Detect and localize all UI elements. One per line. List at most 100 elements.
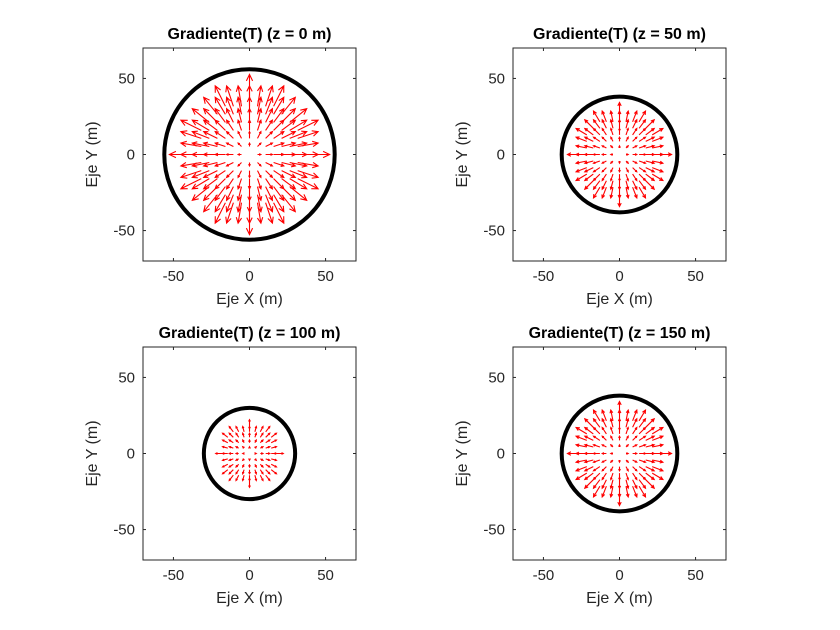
- gradient-arrow: [265, 142, 274, 147]
- gradient-arrow: [651, 426, 664, 435]
- gradient-arrow: [610, 435, 614, 441]
- x-tick-label: 50: [317, 268, 334, 285]
- gradient-arrow: [235, 469, 240, 475]
- gradient-arrow: [638, 186, 647, 199]
- gradient-arrow: [260, 458, 265, 461]
- gradient-arrow: [202, 119, 218, 131]
- gradient-arrow: [609, 486, 614, 499]
- gradient-arrow: [574, 144, 587, 149]
- gradient-arrow: [273, 194, 285, 213]
- gradient-arrow: [609, 417, 614, 428]
- gradient-arrow: [601, 426, 607, 435]
- gradient-arrow: [625, 459, 630, 464]
- gradient-arrow: [652, 443, 665, 448]
- gradient-arrow: [638, 110, 647, 123]
- gradient-arrow: [617, 180, 622, 191]
- gradient-arrow: [273, 142, 285, 148]
- gradient-arrow: [297, 170, 320, 179]
- gradient-arrow: [273, 96, 285, 115]
- x-tick-label: 0: [245, 268, 253, 285]
- gradient-arrow: [609, 153, 613, 156]
- gradient-arrow: [592, 459, 601, 463]
- gradient-arrow: [225, 170, 234, 179]
- gradient-arrow: [202, 178, 218, 190]
- gradient-arrow: [281, 131, 297, 139]
- gradient-arrow: [583, 167, 594, 173]
- gradient-arrow: [632, 452, 639, 455]
- gradient-arrow: [281, 107, 297, 123]
- gradient-arrow: [625, 426, 629, 435]
- gradient-arrow: [289, 107, 308, 123]
- gradient-arrow: [256, 186, 263, 202]
- gradient-arrow: [270, 463, 278, 468]
- gradient-arrow: [221, 432, 229, 438]
- gradient-arrow: [610, 426, 614, 435]
- quiver-field: [566, 101, 673, 208]
- gradient-arrow: [276, 452, 285, 455]
- gradient-arrow: [227, 458, 234, 462]
- gradient-arrow: [632, 466, 638, 472]
- gradient-arrow: [236, 153, 242, 156]
- boundary-circle: [201, 405, 298, 502]
- y-axis-label: Eje Y (m): [84, 121, 101, 187]
- gradient-arrow: [254, 452, 258, 455]
- gradient-arrow: [235, 425, 240, 433]
- gradient-arrow: [265, 202, 274, 225]
- gradient-arrow: [248, 418, 251, 427]
- gradient-arrow: [632, 408, 638, 422]
- gradient-arrow: [632, 127, 638, 136]
- gradient-arrow: [609, 144, 614, 149]
- gradient-arrow: [592, 118, 601, 129]
- x-tick-label: -50: [533, 567, 555, 584]
- gradient-arrow: [259, 432, 264, 438]
- gradient-arrow: [214, 119, 226, 131]
- gradient-arrow: [281, 96, 297, 115]
- gradient-arrow: [638, 479, 647, 490]
- gradient-arrow: [179, 130, 202, 139]
- gradient-arrow: [625, 408, 630, 421]
- gradient-arrow: [214, 178, 226, 190]
- y-tick-label: -50: [113, 522, 135, 539]
- gradient-arrow: [256, 84, 264, 107]
- gradient-arrow: [638, 167, 647, 173]
- gradient-arrow: [583, 479, 594, 490]
- gradient-arrow: [601, 167, 607, 173]
- chart-title: Gradiente(T) (z = 150 m): [529, 325, 711, 342]
- gradient-arrow: [574, 435, 588, 441]
- gradient-arrow: [228, 425, 234, 433]
- gradient-arrow: [632, 186, 638, 200]
- gradient-arrow: [228, 474, 234, 482]
- gradient-arrow: [583, 118, 594, 129]
- gradient-arrow: [214, 107, 226, 123]
- gradient-arrow: [625, 486, 630, 499]
- gradient-arrow: [601, 118, 607, 129]
- gradient-arrow: [273, 84, 285, 107]
- gradient-arrow: [265, 474, 271, 482]
- gradient-arrow: [214, 161, 226, 167]
- gradient-arrow: [271, 458, 278, 462]
- gradient-arrow: [639, 452, 647, 455]
- gradient-arrow: [270, 439, 278, 444]
- gradient-arrow: [248, 464, 251, 469]
- gradient-arrow: [632, 136, 638, 142]
- gradient-arrow: [254, 464, 257, 469]
- gradient-arrow: [583, 127, 594, 136]
- gradient-arrow: [625, 472, 629, 481]
- x-tick-label: -50: [533, 268, 555, 285]
- gradient-arrow: [618, 144, 621, 148]
- gradient-arrow: [179, 170, 202, 179]
- gradient-arrow: [583, 459, 594, 464]
- chart-title: Gradiente(T) (z = 100 m): [159, 325, 341, 342]
- gradient-arrow: [609, 408, 614, 421]
- gradient-arrow: [213, 152, 226, 157]
- x-tick-label: 50: [687, 567, 704, 584]
- x-tick-label: 50: [687, 268, 704, 285]
- gradient-arrow: [179, 140, 202, 148]
- gradient-arrow: [248, 469, 251, 476]
- gradient-arrow: [601, 459, 607, 463]
- gradient-arrow: [214, 142, 226, 148]
- y-tick-label: 50: [118, 369, 135, 386]
- gradient-arrow: [658, 152, 673, 157]
- gradient-arrow: [225, 84, 234, 107]
- gradient-arrow: [265, 84, 274, 107]
